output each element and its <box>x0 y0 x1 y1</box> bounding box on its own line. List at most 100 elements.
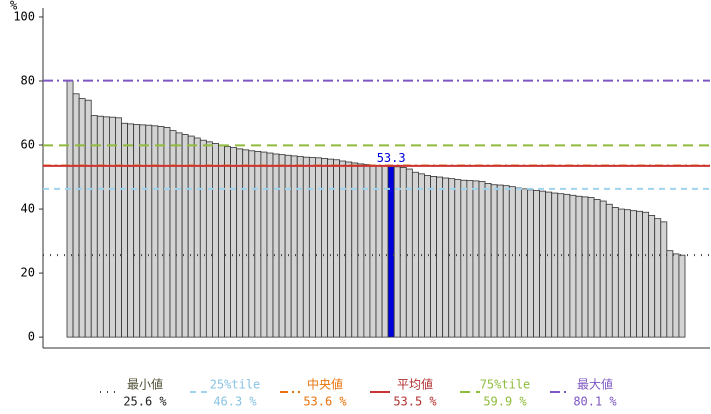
bar <box>563 193 571 338</box>
bar <box>115 117 122 338</box>
bar <box>521 188 528 338</box>
bar <box>72 93 80 338</box>
bar <box>357 163 365 338</box>
bar <box>611 207 619 338</box>
bar <box>411 171 419 338</box>
legend-value: 80.1 % <box>573 395 617 409</box>
bar <box>102 116 110 338</box>
bar <box>96 115 104 338</box>
bar <box>636 210 643 338</box>
bar <box>230 147 238 338</box>
bar <box>387 166 395 338</box>
bar <box>175 132 183 338</box>
bar <box>163 127 171 338</box>
bar <box>648 215 656 338</box>
bar <box>405 168 413 338</box>
bar <box>266 152 274 338</box>
legend-name: 中央値 <box>307 377 343 392</box>
bar <box>248 150 256 338</box>
bar <box>84 99 92 338</box>
legend-name: 25%tile <box>210 378 261 392</box>
bar <box>272 153 280 338</box>
bar <box>315 157 322 338</box>
bar <box>345 161 353 338</box>
bar <box>133 124 141 338</box>
bar <box>454 179 462 338</box>
bar <box>448 178 456 338</box>
legend-value: 53.5 % <box>393 395 437 409</box>
bar <box>460 179 468 338</box>
bar <box>581 196 589 338</box>
bar <box>424 175 431 338</box>
bar <box>660 221 668 338</box>
bar <box>551 192 559 338</box>
bar <box>593 199 601 338</box>
y-tick-label: 40 <box>21 202 35 216</box>
y-tick-label: 100 <box>13 9 35 23</box>
bar <box>145 124 153 338</box>
bar <box>157 126 165 338</box>
bar <box>66 80 74 338</box>
legend-name: 平均値 <box>397 377 433 392</box>
y-tick-label: 0 <box>28 330 35 344</box>
bar <box>381 165 389 338</box>
bar <box>139 124 147 338</box>
bar <box>642 211 650 338</box>
bar <box>539 190 547 338</box>
bar <box>260 151 268 338</box>
bar <box>327 158 334 338</box>
bar <box>545 191 553 338</box>
bar <box>339 160 347 338</box>
bar <box>393 166 401 338</box>
bar <box>666 250 674 338</box>
bar <box>514 187 522 338</box>
legend-name: 最大値 <box>577 377 613 392</box>
legend-value: 46.3 % <box>213 395 257 409</box>
bar <box>436 176 444 338</box>
y-axis-label: % <box>10 0 18 13</box>
bar <box>296 156 304 338</box>
bar <box>466 180 474 338</box>
bar <box>121 122 128 338</box>
bar <box>605 203 613 338</box>
bar <box>242 149 250 338</box>
bar <box>533 190 540 338</box>
bar <box>127 123 135 338</box>
bar <box>502 185 510 338</box>
bar <box>624 209 631 338</box>
bar <box>151 125 159 338</box>
bar <box>278 154 286 338</box>
legend-name: 75%tile <box>480 378 531 392</box>
value-label: 53.3 <box>377 151 406 165</box>
bar <box>587 197 595 338</box>
bar <box>442 177 450 338</box>
bar <box>205 141 213 338</box>
legend-value: 25.6 % <box>123 395 167 409</box>
y-tick-label: 20 <box>21 266 35 280</box>
bar <box>90 115 98 338</box>
bar <box>321 158 328 338</box>
bar <box>290 155 298 338</box>
bar <box>575 195 583 338</box>
bar <box>508 186 516 338</box>
legend-name: 最小値 <box>127 377 163 392</box>
bar <box>169 130 177 338</box>
bar <box>369 164 377 338</box>
bar <box>302 156 310 338</box>
bar <box>109 116 116 338</box>
y-tick-label: 60 <box>21 138 35 152</box>
legend-value: 59.9 % <box>483 395 527 409</box>
bar <box>472 180 480 338</box>
bar <box>308 157 316 338</box>
bar <box>254 151 262 338</box>
bar <box>478 181 486 338</box>
bar <box>399 167 407 338</box>
bar <box>490 184 498 338</box>
bar <box>496 184 504 338</box>
bar <box>430 175 437 338</box>
bar <box>199 139 207 338</box>
bar <box>484 183 492 338</box>
bar <box>284 154 292 338</box>
